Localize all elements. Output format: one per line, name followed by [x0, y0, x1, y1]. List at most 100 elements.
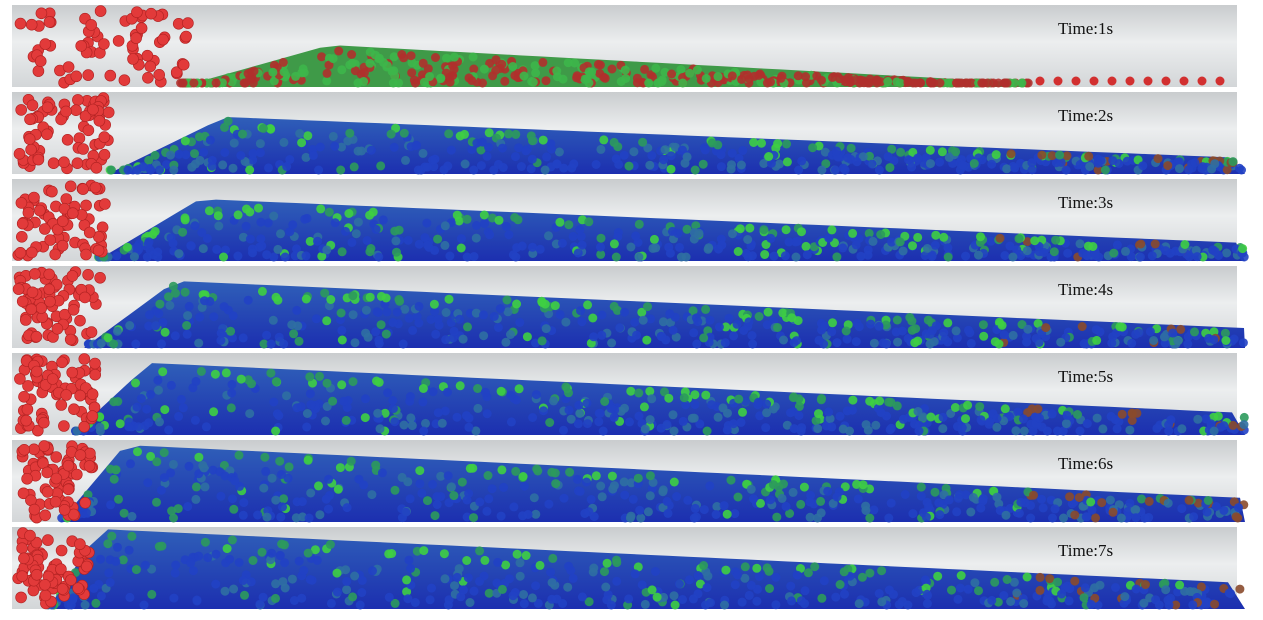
particle	[365, 292, 375, 302]
particle	[406, 564, 416, 573]
particle	[113, 397, 123, 406]
particle	[194, 452, 204, 462]
particle	[927, 250, 937, 260]
particle	[1074, 493, 1084, 502]
particle	[150, 150, 160, 160]
particle	[39, 509, 52, 522]
particle	[568, 231, 578, 241]
particle	[428, 479, 438, 489]
particle	[944, 495, 954, 505]
particle	[851, 240, 861, 250]
particle	[619, 150, 629, 160]
particle	[1035, 585, 1045, 595]
particle	[1112, 240, 1122, 250]
particle	[1210, 247, 1220, 256]
particle	[538, 57, 548, 67]
particle	[1193, 414, 1203, 424]
particle	[523, 510, 533, 519]
particle	[858, 480, 868, 490]
particle	[634, 252, 644, 262]
particle	[512, 549, 522, 559]
particle	[1183, 339, 1193, 349]
particle	[596, 242, 605, 252]
particle	[399, 128, 409, 138]
particle	[82, 69, 94, 81]
particle	[714, 322, 724, 332]
particle	[212, 244, 222, 254]
particle	[552, 159, 562, 169]
particle	[630, 317, 640, 327]
particle	[712, 502, 722, 511]
particle	[140, 560, 150, 570]
particle	[330, 141, 340, 151]
particle	[576, 306, 585, 316]
particle	[394, 225, 404, 235]
particle	[964, 325, 973, 335]
particle	[675, 242, 684, 252]
particle	[1097, 498, 1107, 508]
particle	[456, 234, 466, 244]
particle	[876, 408, 886, 417]
particle	[441, 335, 451, 345]
particle	[637, 307, 647, 317]
particle	[220, 586, 230, 596]
particle	[903, 78, 913, 87]
particle	[183, 502, 193, 511]
particle	[337, 65, 347, 75]
particle	[1105, 495, 1115, 505]
particle	[517, 241, 527, 251]
particle	[271, 593, 280, 603]
particle	[509, 502, 519, 512]
particle	[406, 51, 416, 61]
particle	[1136, 252, 1145, 262]
particle	[174, 411, 184, 421]
particle	[153, 69, 165, 81]
particle	[1211, 502, 1221, 511]
particle	[542, 152, 552, 162]
particle	[701, 304, 711, 314]
particle	[546, 567, 556, 577]
particle	[675, 579, 684, 589]
particle	[178, 403, 188, 413]
particle	[827, 327, 837, 337]
particle	[1161, 585, 1171, 595]
particle	[145, 310, 154, 320]
particle	[1062, 410, 1072, 420]
particle	[505, 574, 514, 584]
particle	[229, 138, 239, 148]
particle	[763, 307, 773, 317]
particle	[333, 587, 342, 597]
particle	[156, 485, 166, 495]
particle	[194, 132, 204, 142]
particle	[938, 424, 948, 434]
particle	[662, 419, 672, 429]
particle	[548, 553, 558, 563]
particle	[1221, 336, 1231, 345]
particle	[168, 281, 178, 291]
particle	[930, 240, 940, 250]
particle	[937, 147, 947, 157]
particle	[1053, 426, 1062, 436]
particle	[412, 546, 422, 556]
particle	[262, 330, 272, 340]
particle	[1059, 513, 1068, 523]
particle	[657, 332, 667, 342]
particle	[403, 477, 413, 487]
particle	[180, 287, 190, 297]
particle	[854, 322, 864, 332]
particle	[82, 124, 95, 137]
particle	[1002, 164, 1012, 174]
particle	[26, 286, 39, 299]
particle	[671, 332, 681, 342]
particle	[999, 78, 1009, 88]
particle	[1149, 336, 1159, 345]
particle	[229, 584, 239, 594]
particle	[811, 416, 821, 426]
particle	[597, 330, 607, 340]
particle	[401, 155, 410, 165]
particle	[202, 233, 212, 243]
particle	[102, 106, 115, 119]
particle	[914, 426, 924, 436]
particle	[904, 155, 913, 165]
particle	[738, 407, 747, 417]
